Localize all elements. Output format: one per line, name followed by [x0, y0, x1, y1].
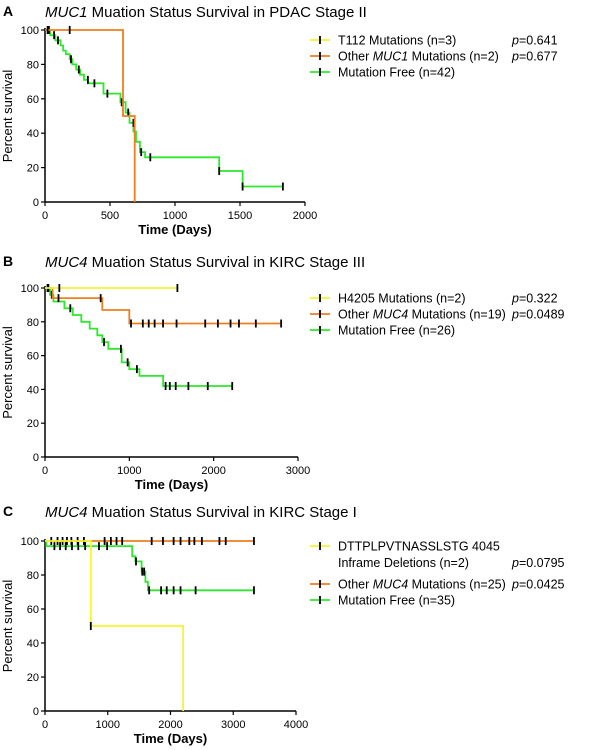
panel-a-y-axis-label: Percent survival: [0, 70, 15, 163]
panel-c-series-1-line: [45, 540, 184, 711]
panel-a-xtick-label: 2000: [293, 210, 317, 222]
panel-a-xtick-label: 500: [101, 210, 119, 222]
panel-c-ytick-label: 80: [27, 570, 39, 582]
panel-c-legend-1-pvalue: p=0.0795: [511, 556, 565, 570]
panel-a-series-2-line: [45, 29, 136, 202]
panel-b-xtick-label: 1000: [117, 465, 141, 477]
panel-b-series-3-line: [45, 287, 233, 387]
panel-b-xtick-label: 0: [42, 465, 48, 477]
panel-b-y-axis-label: Percent survival: [0, 326, 15, 419]
panel-c-xtick-label: 4000: [284, 719, 308, 731]
panel-b-legend-1-label: H4205 Mutations (n=2): [338, 292, 466, 306]
panel-a-legend-1-pvalue: p=0.641: [511, 34, 558, 48]
panel-c-letter: C: [3, 503, 13, 519]
panel-a-ytick-label: 40: [27, 128, 39, 140]
panel-b-xtick-label: 3000: [286, 465, 310, 477]
panel-a-xtick-label: 0: [42, 210, 48, 222]
panel-c-ytick-label: 40: [27, 638, 39, 650]
panel-c-ytick-label: 20: [27, 672, 39, 684]
panel-a-series-3-line: [45, 29, 283, 188]
panel-a-ytick-label: 100: [21, 25, 39, 37]
panel-b-letter: B: [3, 253, 13, 269]
panel-b-legend-2-label: Other MUC4 Mutations (n=19): [338, 308, 506, 322]
panel-a-ytick-label: 60: [27, 94, 39, 106]
panel-c-legend-2-pvalue: p=0.0425: [511, 578, 565, 592]
panel-c: C MUC4 Muation Status Survival in KIRC St…: [0, 503, 565, 746]
panel-c-xtick-label: 3000: [221, 719, 245, 731]
panel-b-legend-3-label: Mutation Free (n=26): [338, 324, 455, 338]
panel-b: B MUC4 Muation Status Survival in KIRC St…: [0, 253, 565, 492]
panel-c-x-axis-label: Time (Days): [134, 731, 207, 746]
panel-a-legend-2-label: Other MUC1 Mutations (n=2): [338, 50, 499, 64]
panel-a-title: MUC1 Muation Status Survival in PDAC Sta…: [45, 4, 367, 21]
panel-a-letter: A: [3, 3, 13, 19]
panel-a-ytick-label: 20: [27, 163, 39, 175]
panel-c-series-3-line: [45, 540, 254, 592]
panel-a-xtick-label: 1500: [228, 210, 252, 222]
panel-c-legend-3-label: Mutation Free (n=35): [338, 594, 455, 608]
panel-c-ytick-label: 60: [27, 604, 39, 616]
panel-b-ytick-label: 80: [27, 317, 39, 329]
panel-c-xtick-label: 0: [42, 719, 48, 731]
panel-c-xtick-label: 1000: [96, 719, 120, 731]
panel-a-legend-1-label: T112 Mutations (n=3): [338, 34, 456, 48]
panel-c-y-axis-label: Percent survival: [0, 580, 15, 673]
panel-a-ytick-label: 0: [33, 197, 39, 209]
panel-b-series-2-line: [45, 287, 282, 325]
panel-b-legend-2-pvalue: p=0.0489: [511, 308, 565, 322]
panel-c-legend-1-label-line2: Inframe Deletions (n=2): [338, 556, 469, 570]
panel-b-x-axis-label: Time (Days): [135, 477, 208, 492]
panel-b-ytick-label: 60: [27, 351, 39, 363]
panel-b-title: MUC4 Muation Status Survival in KIRC Sta…: [45, 254, 365, 271]
panel-c-xtick-label: 2000: [158, 719, 182, 731]
panel-a-legend-3-label: Mutation Free (n=42): [338, 66, 455, 80]
panel-b-ytick-label: 40: [27, 384, 39, 396]
panel-a-x-axis-label: Time (Days): [138, 222, 211, 237]
panel-a: A MUC1 Muation Status Survival in PDAC St…: [0, 3, 558, 237]
panel-c-legend-1-label: DTTPLPVTNASSLSTG 4045: [338, 540, 500, 554]
panel-a-legend-2-pvalue: p=0.677: [511, 50, 558, 64]
panel-c-title: MUC4 Muation Status Survival in KIRC Sta…: [45, 504, 357, 521]
panel-c-ytick-label: 0: [33, 706, 39, 718]
panel-b-xtick-label: 2000: [201, 465, 225, 477]
panel-b-ytick-label: 100: [21, 283, 39, 295]
panel-a-ytick-label: 80: [27, 59, 39, 71]
panel-c-ytick-label: 100: [21, 536, 39, 548]
panel-b-ytick-label: 20: [27, 418, 39, 430]
panel-b-ytick-label: 0: [33, 452, 39, 464]
panel-a-xtick-label: 1000: [163, 210, 187, 222]
panel-c-legend-2-label: Other MUC4 Mutations (n=25): [338, 578, 506, 592]
panel-b-legend-1-pvalue: p=0.322: [511, 292, 558, 306]
